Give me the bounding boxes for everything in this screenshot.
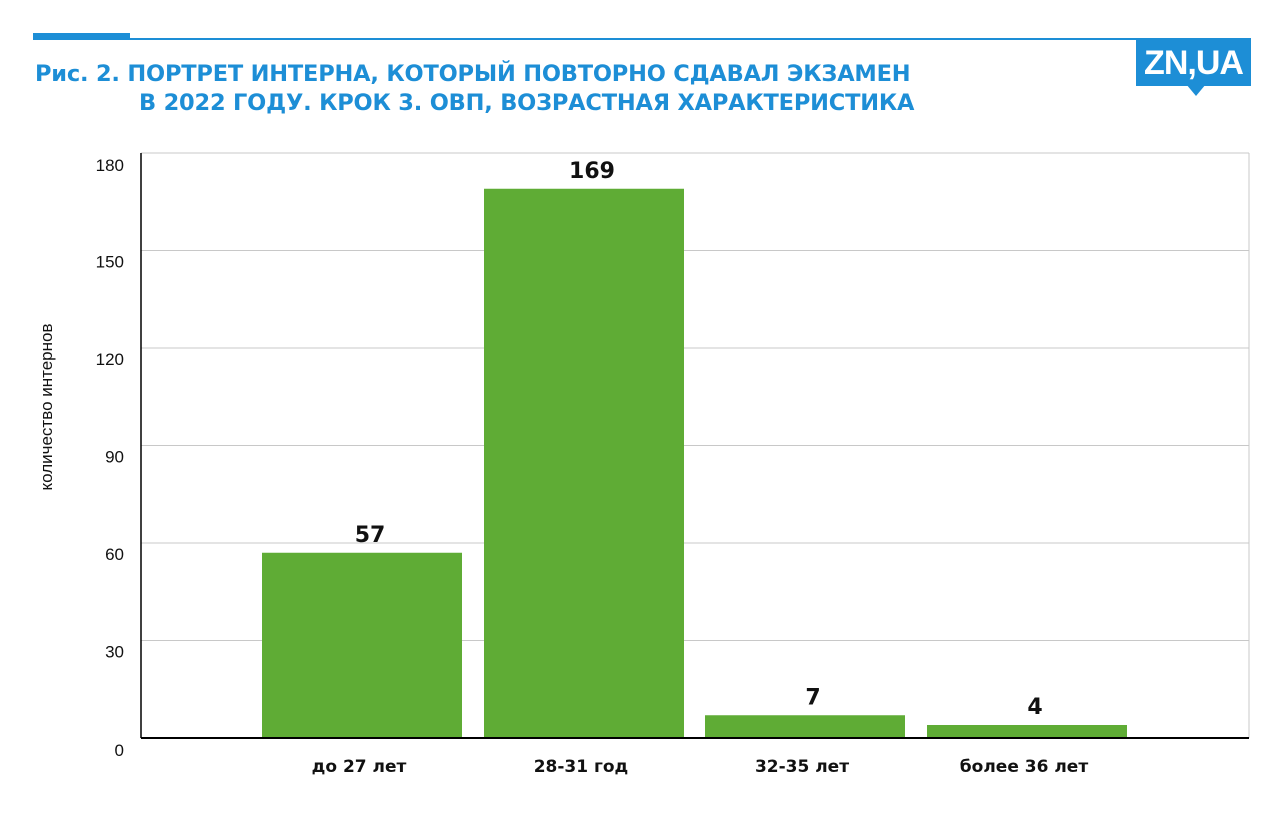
y-tick-label: 120: [96, 350, 124, 369]
axis-layer: 0 30 60 90 120 150 180: [96, 153, 1249, 760]
x-tick-label-3: 32-35 лет: [755, 757, 849, 777]
y-tick-label: 150: [96, 253, 124, 272]
x-tick-label-1: до 27 лет: [312, 757, 407, 777]
header-rule: [33, 38, 1251, 40]
x-tick-label-2: 28-31 год: [534, 757, 629, 777]
y-axis-label: количество интернов: [37, 323, 56, 490]
logo-text: ZN,UA: [1144, 44, 1244, 82]
bar-4: [927, 725, 1127, 738]
chart-title: Рис. 2. ПОРТРЕТ ИНТЕРНА, КОТОРЫЙ ПОВТОРН…: [35, 60, 1095, 118]
header-rule-accent: [33, 33, 130, 40]
grid-layer: [141, 152, 1250, 738]
zn-ua-logo: ZN,UA: [1136, 40, 1251, 96]
chart-title-line-2: В 2022 ГОДУ. КРОК 3. ОВП, ВОЗРАСТНАЯ ХАР…: [139, 90, 915, 116]
data-label-3: 7: [805, 685, 820, 710]
data-label-1: 57: [355, 523, 386, 548]
y-tick-label: 180: [96, 156, 124, 175]
bar-2: [484, 188, 684, 738]
data-label-2: 169: [569, 159, 615, 184]
label-layer: 57 до 27 лет 169 28-31 год 7 32-35 лет 4 более …: [312, 159, 1089, 777]
logo-speech-tail: [1186, 84, 1206, 96]
bar-1: [262, 552, 462, 738]
y-tick-label: 30: [105, 643, 124, 662]
bar-3: [705, 715, 905, 738]
chart-title-line-1: Рис. 2. ПОРТРЕТ ИНТЕРНА, КОТОРЫЙ ПОВТОРН…: [35, 61, 911, 87]
data-label-4: 4: [1027, 695, 1042, 720]
y-tick-label: 90: [105, 448, 124, 467]
x-tick-label-4: более 36 лет: [960, 757, 1089, 777]
bar-layer: [262, 188, 1127, 738]
y-tick-label: 60: [105, 545, 124, 564]
y-tick-label: 0: [115, 741, 124, 760]
